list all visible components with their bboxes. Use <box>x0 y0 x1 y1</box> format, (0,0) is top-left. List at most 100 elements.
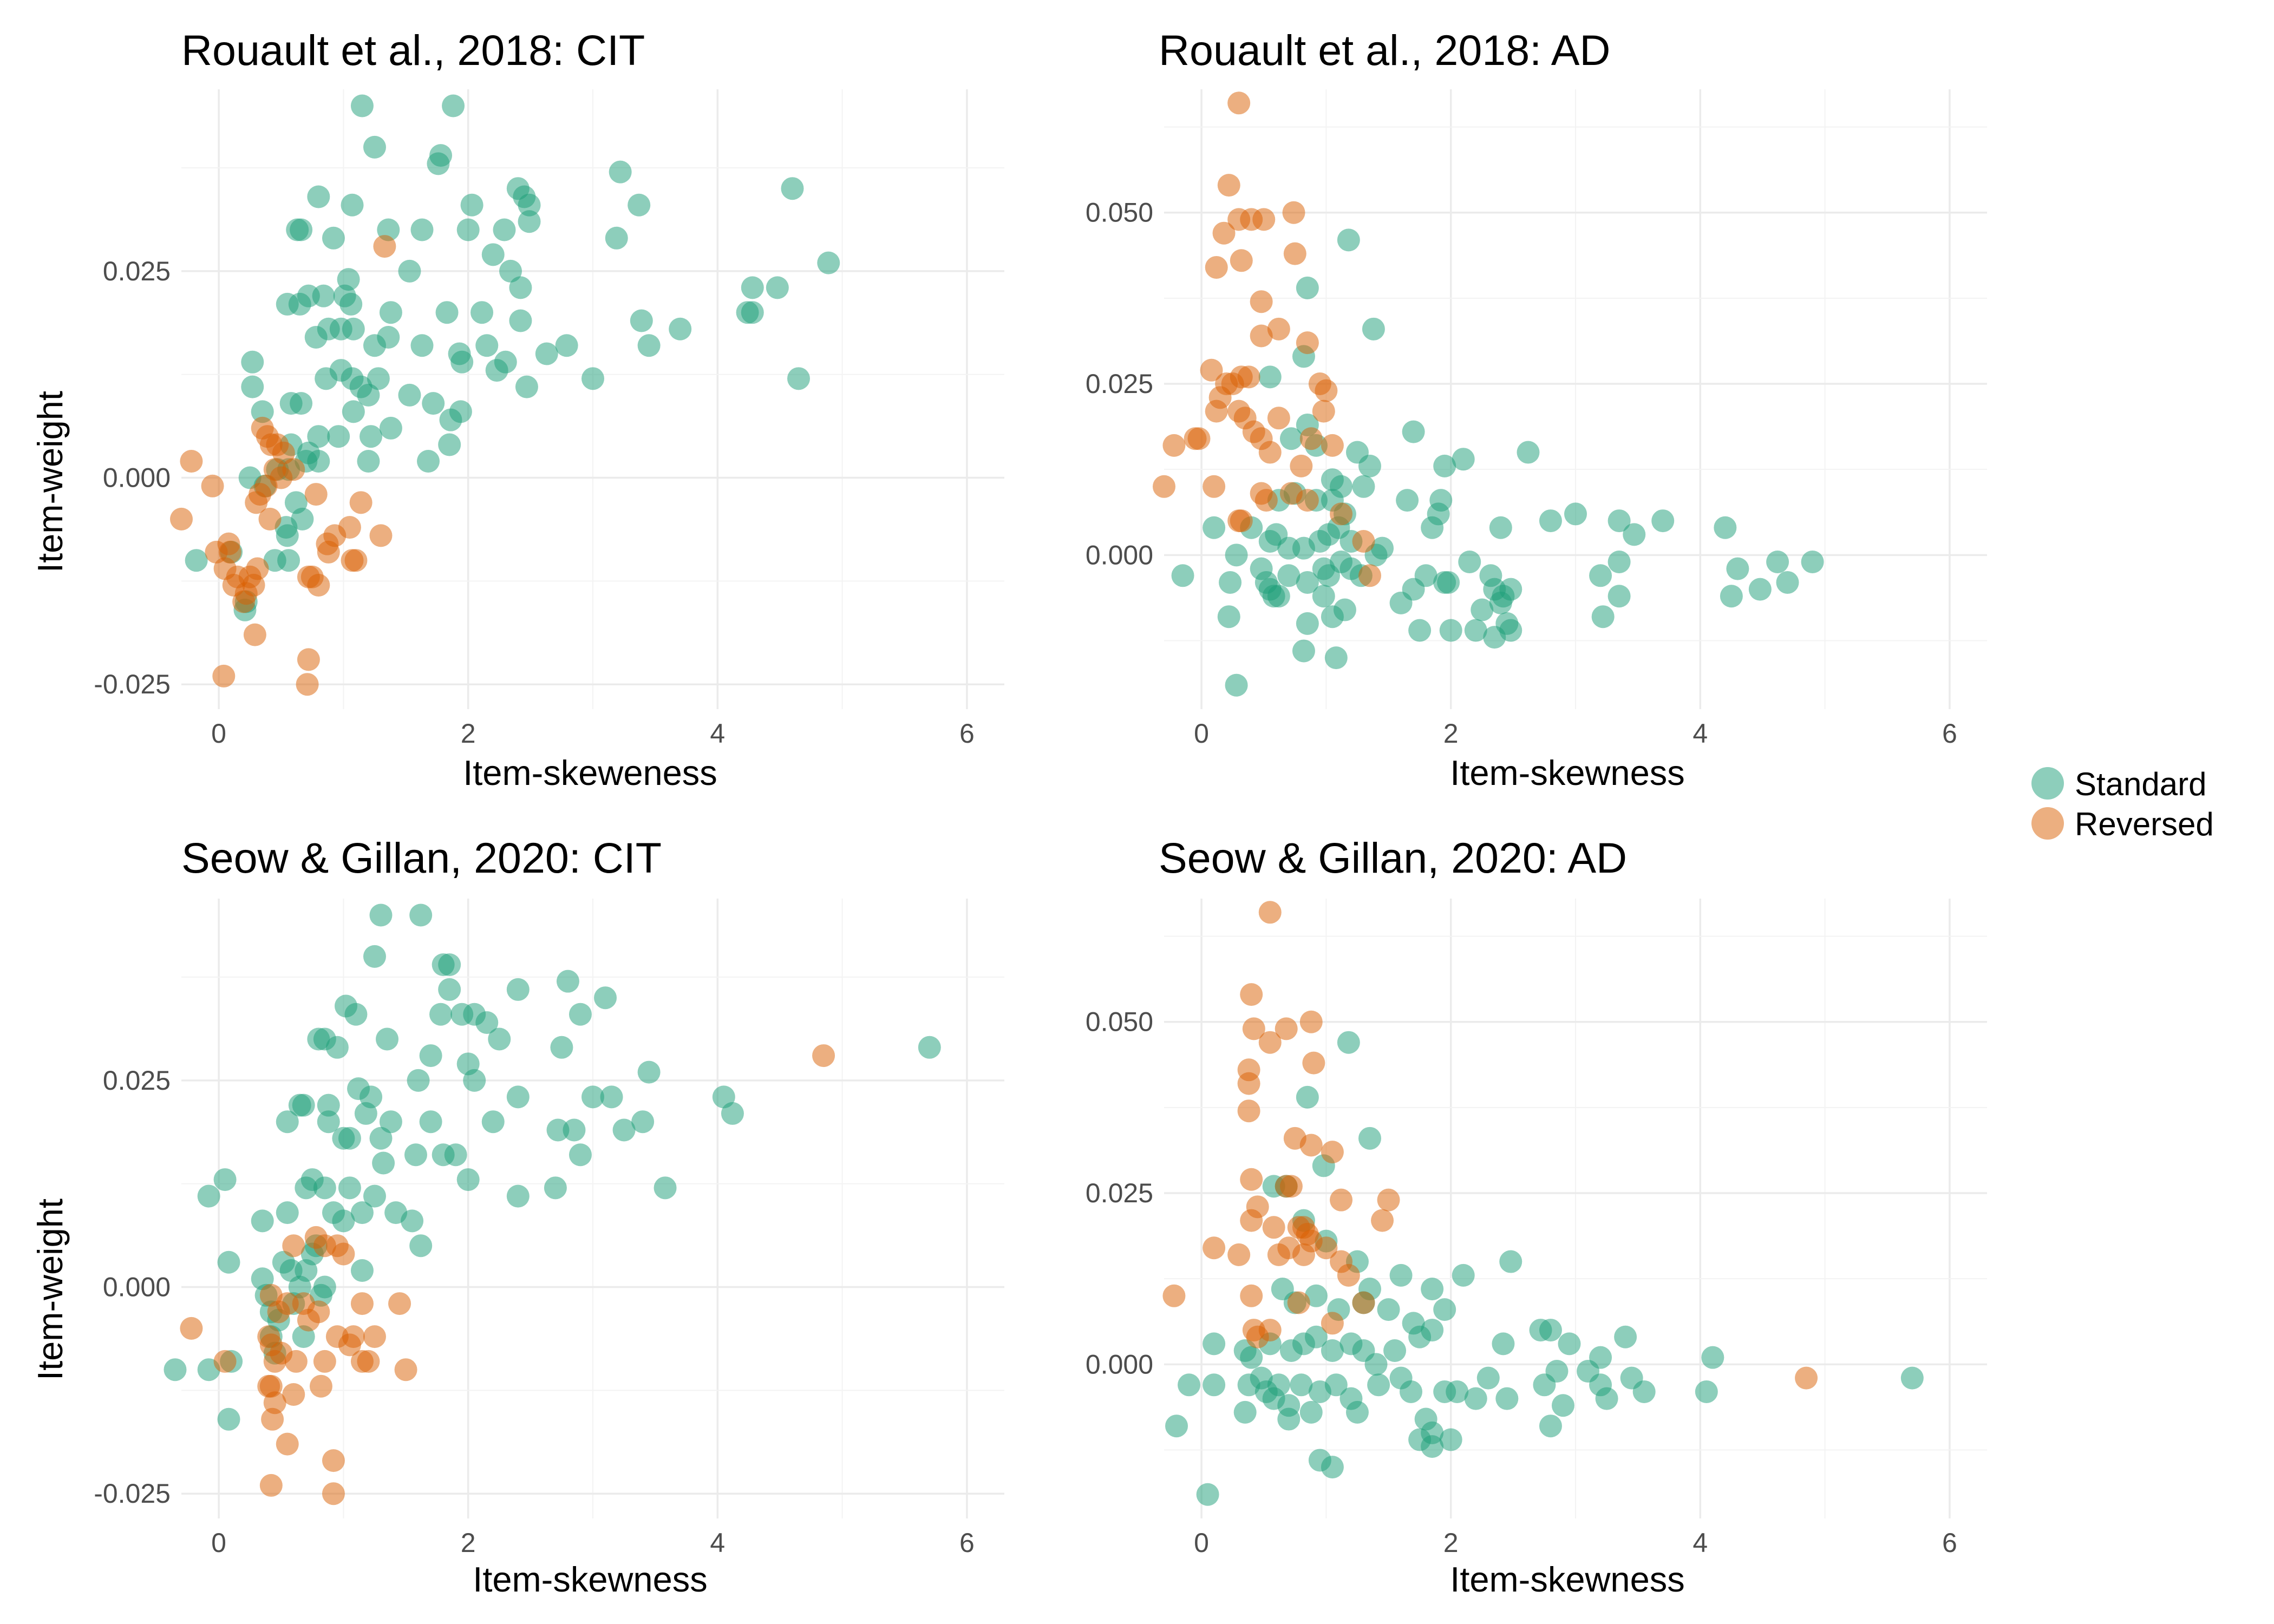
x-tick-label: 0 <box>211 718 226 749</box>
plot-area: 0 2 4 6 0.000 0.025 0.050 <box>1086 89 1987 749</box>
data-point-standard <box>506 1085 530 1109</box>
panel-title: Seow & Gillan, 2020: CIT <box>181 834 662 882</box>
data-point-reversed <box>276 1292 299 1315</box>
x-tick-label: 4 <box>710 1528 725 1558</box>
data-point-standard <box>550 1036 573 1059</box>
data-point-reversed <box>1321 1141 1344 1164</box>
data-point-reversed <box>1352 530 1375 553</box>
data-point-standard <box>377 326 400 349</box>
data-point-standard <box>307 185 330 208</box>
data-point-standard <box>568 1143 592 1167</box>
data-point-standard <box>417 450 440 473</box>
data-point-standard <box>312 284 335 307</box>
data-point-standard <box>721 1102 744 1125</box>
legend: Standard Reversed <box>2031 766 2214 842</box>
data-point-standard <box>1217 605 1240 628</box>
data-point-standard <box>781 177 804 200</box>
data-point-standard <box>612 1118 636 1142</box>
data-point-standard <box>350 1201 374 1224</box>
data-point-standard <box>555 334 578 357</box>
data-point-standard <box>409 1234 433 1258</box>
panel-rouault-ad: Rouault et al., 2018: AD Item-skewness 0… <box>1086 26 1987 793</box>
data-point-standard <box>350 1259 374 1282</box>
data-point-standard <box>1324 1373 1348 1397</box>
data-point-standard <box>1414 564 1437 587</box>
panel-rouault-cit: Rouault et al., 2018: CIT Item-weight It… <box>30 26 1004 793</box>
data-point-standard <box>456 1168 480 1191</box>
data-point-reversed <box>812 1044 835 1068</box>
x-tick-label: 0 <box>1194 1528 1209 1558</box>
data-point-standard <box>1632 1380 1656 1403</box>
data-point-standard <box>1476 1366 1500 1390</box>
data-point-standard <box>1225 543 1248 567</box>
data-point-reversed <box>309 1374 332 1398</box>
data-point-standard <box>463 1069 486 1092</box>
data-point-reversed <box>245 491 268 514</box>
data-point-standard <box>1427 502 1450 526</box>
data-point-standard <box>288 292 311 316</box>
data-point-standard <box>1296 276 1319 299</box>
data-point-reversed <box>180 450 203 473</box>
data-point-reversed <box>201 474 224 497</box>
panel-seow-ad: Seow & Gillan, 2020: AD Item-skewness 0 2… <box>1086 834 1987 1599</box>
data-point-standard <box>367 367 390 390</box>
data-point-standard <box>1267 1373 1290 1397</box>
data-point-standard <box>556 970 579 993</box>
data-point-standard <box>325 1036 349 1059</box>
data-point-standard <box>1258 365 1282 389</box>
data-point-standard <box>369 903 393 927</box>
data-point-reversed <box>1240 1209 1263 1232</box>
data-point-standard <box>1277 1407 1301 1431</box>
data-point-reversed <box>350 1292 374 1315</box>
data-point-standard <box>1539 1415 1562 1438</box>
data-point-standard <box>475 334 499 357</box>
legend-label-standard: Standard <box>2075 766 2207 802</box>
data-point-standard <box>1452 1263 1475 1287</box>
x-tick-label: 0 <box>1194 718 1209 749</box>
data-point-standard <box>398 383 421 407</box>
data-point-reversed <box>1258 1319 1282 1342</box>
x-axis-title: Item-skewness <box>1450 753 1684 793</box>
data-point-standard <box>1321 1456 1344 1479</box>
data-point-standard <box>1539 1319 1562 1342</box>
data-point-standard <box>241 350 264 374</box>
data-point-standard <box>509 276 532 299</box>
data-point-standard <box>438 953 461 977</box>
data-point-standard <box>404 1143 427 1167</box>
data-point-reversed <box>276 1432 299 1456</box>
data-point-standard <box>654 1176 677 1200</box>
data-point-reversed <box>1153 475 1175 498</box>
data-point-reversed <box>1267 317 1290 340</box>
data-point-standard <box>481 243 505 266</box>
data-point-standard <box>1499 1250 1522 1273</box>
x-axis-title: Item-skewness <box>473 1560 707 1599</box>
data-point-reversed <box>1321 434 1344 457</box>
data-point-reversed <box>1240 983 1263 1006</box>
data-point-standard <box>766 276 789 299</box>
data-point-standard <box>1296 571 1319 594</box>
data-point-standard <box>1517 441 1540 464</box>
data-point-standard <box>637 334 661 357</box>
data-point-reversed <box>1230 249 1253 272</box>
data-point-reversed <box>1203 475 1226 498</box>
data-point-standard <box>342 400 365 423</box>
data-point-reversed <box>261 1407 284 1431</box>
x-tick-label: 6 <box>959 1528 975 1558</box>
data-point-standard <box>1766 550 1789 573</box>
data-point-standard <box>637 1060 661 1084</box>
data-point-reversed <box>1205 256 1228 279</box>
data-point-reversed <box>1162 434 1186 457</box>
data-point-standard <box>1377 1298 1400 1321</box>
data-point-reversed <box>1315 379 1338 402</box>
data-point-standard <box>363 135 386 159</box>
data-point-reversed <box>1227 208 1251 231</box>
data-point-standard <box>1499 578 1522 601</box>
data-point-standard <box>581 367 604 390</box>
data-point-standard <box>276 524 299 547</box>
data-point-standard <box>1499 619 1522 642</box>
data-point-standard <box>344 1003 368 1026</box>
data-point-standard <box>332 1209 355 1233</box>
x-tick-label: 6 <box>1942 1528 1957 1558</box>
data-point-reversed <box>1242 1017 1265 1040</box>
data-point-standard <box>363 945 386 968</box>
